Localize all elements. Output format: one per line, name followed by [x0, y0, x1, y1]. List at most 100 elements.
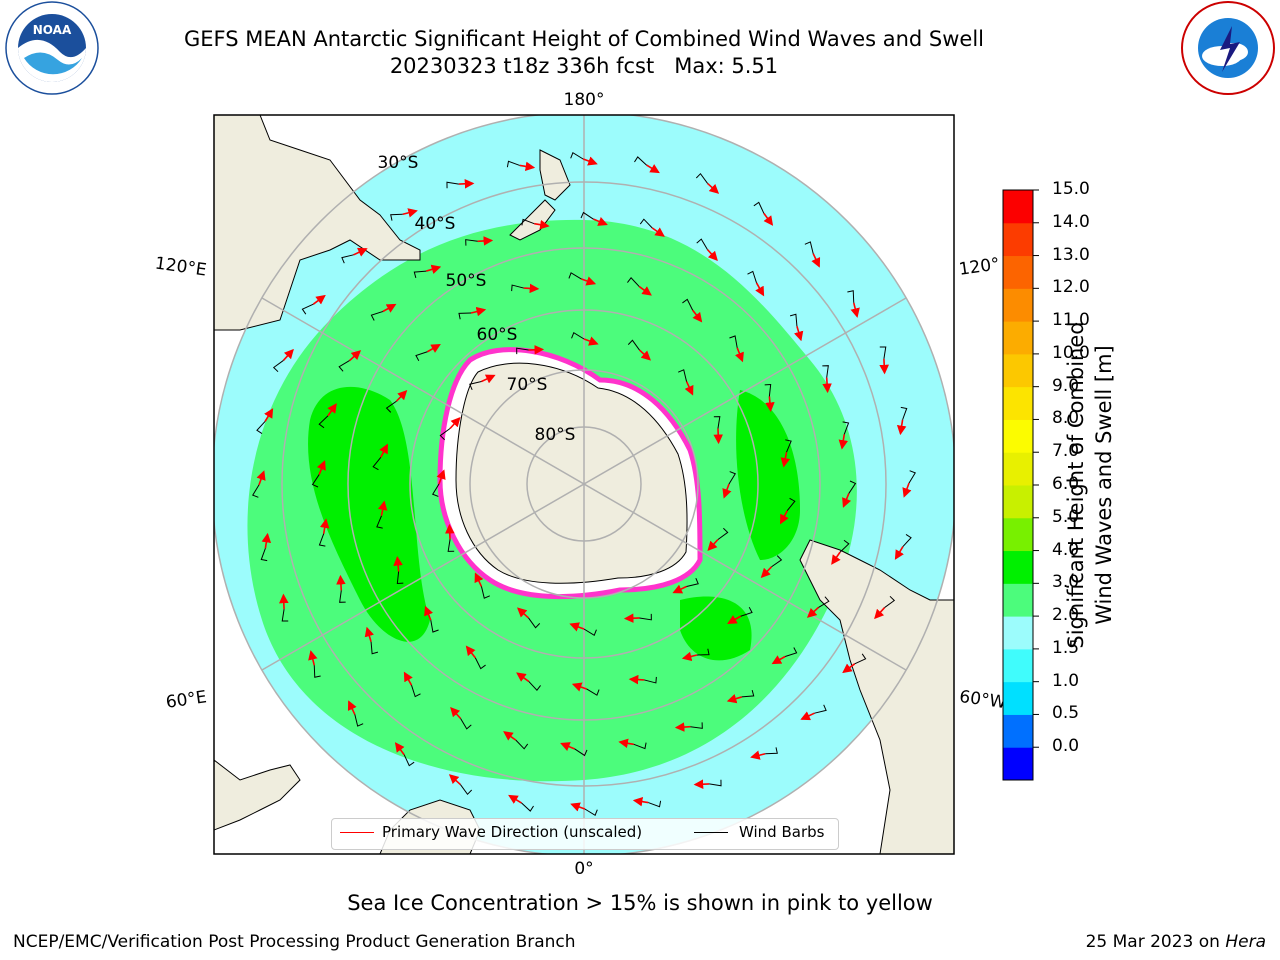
- wave-arrow: [879, 358, 889, 375]
- wind-barb: [785, 647, 798, 657]
- wind-barb: [822, 365, 829, 378]
- wave-arrow: [806, 606, 820, 618]
- wave-arrow: [379, 443, 388, 458]
- wind-barb: [465, 239, 478, 246]
- wind-barb: [339, 590, 346, 603]
- wave-arrow: [755, 282, 765, 297]
- wave-arrow: [760, 566, 773, 579]
- wind-barb: [570, 152, 584, 160]
- colorbar-segment: [1003, 616, 1033, 650]
- graticule: [214, 115, 954, 854]
- wave-arrow: [902, 482, 912, 498]
- wind-barb: [648, 800, 662, 808]
- wind-barb: [785, 439, 792, 453]
- wave-arrow: [308, 650, 318, 666]
- wave-arrow: [426, 344, 441, 353]
- map-legend: Primary Wave Direction (unscaled) Wind B…: [331, 818, 839, 850]
- map-frame: [213, 114, 955, 855]
- wave-arrow: [706, 248, 718, 262]
- wind-barb: [839, 539, 850, 553]
- wind-barb: [521, 218, 535, 226]
- south-america: [799, 539, 954, 854]
- wind-barb: [697, 648, 710, 656]
- svg-text:NOAA: NOAA: [33, 23, 72, 37]
- wave-arrow: [336, 574, 346, 591]
- wave-direction-arrows: [252, 152, 916, 816]
- wave-arrow: [424, 605, 434, 621]
- wave-arrow: [693, 779, 710, 789]
- wind-barb: [740, 606, 753, 617]
- wave-arrow: [581, 276, 597, 286]
- wave-arrow: [465, 645, 477, 659]
- wind-barb: [415, 351, 428, 362]
- wind-barb: [447, 539, 455, 552]
- wind-barb: [376, 515, 383, 529]
- wind-barb: [741, 689, 755, 698]
- wave-arrow: [569, 622, 585, 632]
- wave-arrow: [279, 593, 289, 610]
- wind-barb: [586, 688, 600, 696]
- colorbar-segment: [1003, 583, 1033, 617]
- wind-barb: [516, 347, 529, 355]
- wave-arrow: [765, 396, 775, 412]
- wind-barb: [301, 303, 314, 315]
- wave-arrow: [593, 216, 608, 226]
- ocean-high-waves-west: [308, 386, 430, 642]
- lon-label-bottom: 0°: [574, 859, 593, 879]
- footer-machine: Hera: [1225, 932, 1266, 952]
- wind-barb: [439, 428, 451, 441]
- lat-label-70s: 70°S: [507, 375, 548, 395]
- wave-arrow: [517, 607, 530, 619]
- wave-arrow: [395, 389, 408, 402]
- wind-barb: [847, 290, 855, 303]
- wind-barb: [764, 383, 772, 397]
- wind-barb: [469, 380, 482, 390]
- wave-arrow: [516, 672, 530, 683]
- colorbar-tick-label: 11.0: [1052, 310, 1090, 331]
- wind-barb: [403, 754, 415, 767]
- colorbar-title-line2: Wind Waves and Swell [m]: [1092, 345, 1116, 625]
- wind-barb: [690, 722, 703, 729]
- wind-barb: [571, 331, 585, 340]
- colorbar-segment: [1003, 681, 1033, 715]
- wave-arrow: [570, 802, 586, 812]
- wave-arrow: [691, 309, 703, 323]
- wave-arrow: [794, 326, 804, 342]
- wave-arrow: [780, 510, 789, 525]
- chart-title: GEFS MEAN Antarctic Significant Height o…: [183, 27, 985, 51]
- wind-barb: [515, 739, 529, 750]
- wave-arrow: [319, 518, 330, 534]
- wave-arrow: [353, 247, 368, 257]
- wave-arrow: [560, 742, 575, 752]
- wave-arrow: [674, 722, 691, 732]
- wave-arrow: [623, 613, 640, 624]
- australia: [214, 115, 421, 331]
- wind-barb: [814, 704, 827, 714]
- colorbar-segment: [1003, 321, 1033, 355]
- new-zealand-north: [539, 149, 571, 201]
- wind-barb: [854, 653, 867, 665]
- wave-arrow: [632, 796, 649, 807]
- footer-branch: NCEP/EMC/Verification Post Processing Pr…: [13, 932, 576, 952]
- colorbar-tick-label: 14.0: [1052, 211, 1090, 232]
- wave-arrow: [842, 493, 852, 508]
- wind-barb: [338, 360, 350, 372]
- wind-barb: [311, 474, 320, 488]
- wind-barb: [818, 596, 830, 608]
- wind-barb: [281, 609, 289, 622]
- wind-barb: [753, 201, 765, 214]
- wave-arrow: [449, 417, 461, 430]
- wind-barb: [370, 641, 379, 655]
- wave-arrow: [850, 302, 860, 318]
- colorbar-tick-label: 0.5: [1052, 703, 1080, 724]
- ocean-high-waves-south: [680, 596, 752, 661]
- wind-barb: [431, 483, 440, 497]
- wave-arrow: [618, 738, 634, 749]
- colorbar-title: Significant Height of Combined Wind Wave…: [1062, 285, 1118, 685]
- wind-barb: [879, 346, 887, 359]
- colorbar-segment: [1003, 485, 1033, 519]
- wave-arrow: [264, 408, 274, 422]
- colorbar-tick-label: 9.0: [1052, 375, 1080, 396]
- wind-barb: [678, 369, 688, 382]
- wind-barb: [372, 457, 382, 471]
